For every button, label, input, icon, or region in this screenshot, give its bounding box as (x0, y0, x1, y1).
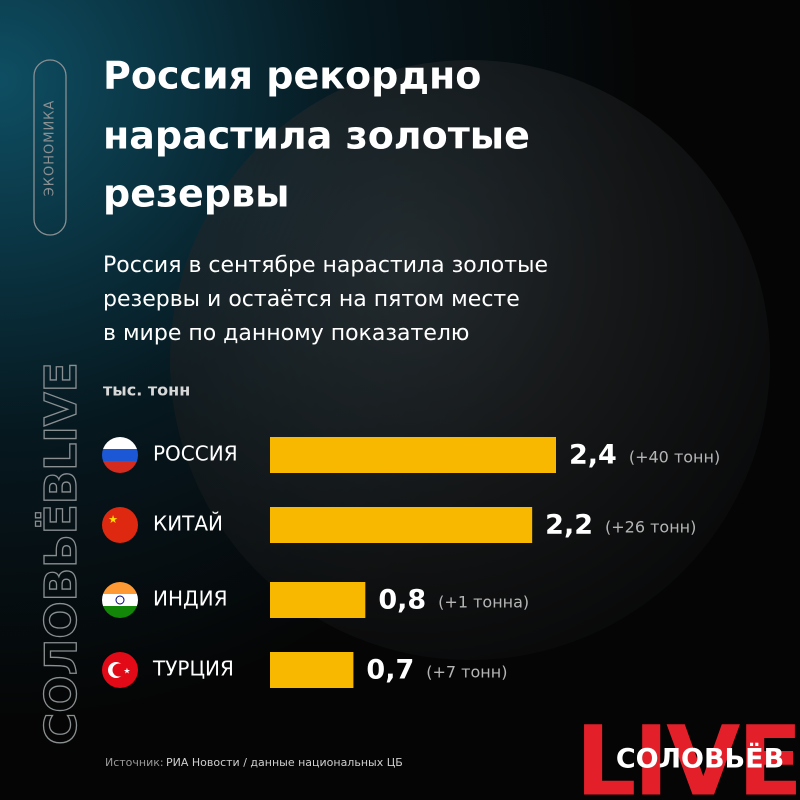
flag-russia (102, 437, 138, 473)
annotation: (+40 тонн) (629, 448, 720, 467)
flag-india (102, 582, 138, 618)
value-label: 0,7 (366, 655, 414, 686)
annotation: (+7 тонн) (426, 663, 507, 682)
title-line: Россия рекордно (103, 54, 481, 98)
annotation: (+26 тонн) (605, 518, 696, 537)
category-label: КИТАЙ (153, 512, 223, 536)
unit-label: тыс. тонн (103, 381, 190, 400)
category-label: РОССИЯ (153, 442, 238, 466)
section: ЭКОНОМИКА (43, 100, 58, 197)
flag-turkey: ★ (102, 652, 138, 688)
category-label: ИНДИЯ (153, 587, 227, 611)
annotation: (+1 тонна) (438, 593, 529, 612)
bar (270, 582, 366, 618)
bar (270, 652, 354, 688)
flag-china: ★ (102, 507, 138, 543)
title-line: резервы (103, 172, 289, 216)
category-label: ТУРЦИЯ (152, 657, 234, 681)
svg-text:★: ★ (123, 667, 130, 676)
logo-name: СОЛОВЬЁВ (616, 743, 784, 775)
source: РИА Новости / данные национальных ЦБ (166, 756, 403, 769)
title-line: нарастила золотые (103, 114, 530, 158)
subtitle-line: резервы и остаётся на пятом месте (103, 287, 520, 312)
source-label: Источник: (105, 756, 164, 769)
subtitle-line: Россия в сентябре нарастила золотые (103, 253, 548, 278)
section-pill (33, 59, 67, 236)
bar (270, 507, 533, 543)
logo-live: LIVE (575, 705, 800, 800)
side-brand: СОЛОВЬЁВLIVE (34, 362, 87, 745)
value-label: 2,2 (545, 510, 593, 541)
value-label: 2,4 (569, 440, 617, 471)
subtitle-line: в мире по данному показателю (103, 321, 469, 346)
svg-text:★: ★ (108, 513, 118, 526)
bar (270, 437, 556, 473)
value-label: 0,8 (378, 585, 426, 616)
